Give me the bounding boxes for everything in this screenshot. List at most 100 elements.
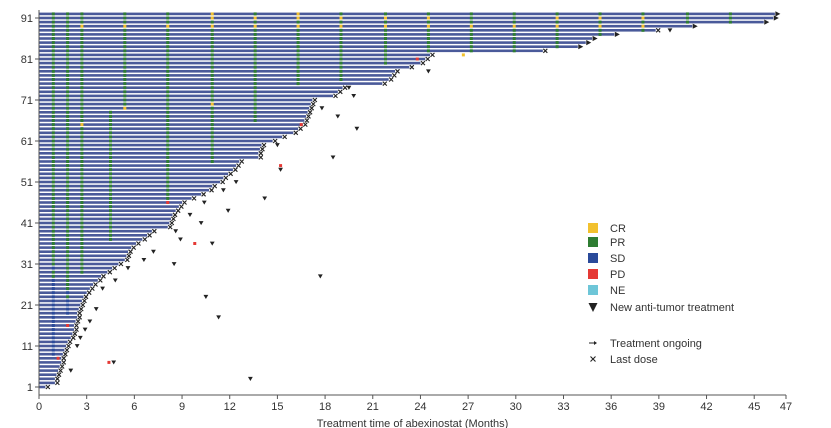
new-treatment-marker (667, 28, 673, 33)
response-marker (296, 24, 300, 28)
response-marker (51, 160, 55, 163)
response-marker (109, 196, 113, 200)
response-marker (51, 266, 55, 270)
response-marker (253, 98, 257, 102)
response-marker (469, 20, 473, 24)
new-treatment-marker (233, 180, 239, 185)
last-dose-marker (282, 134, 288, 140)
response-marker (80, 160, 84, 163)
response-marker (51, 352, 55, 356)
legend-label: PR (610, 237, 625, 249)
response-marker (66, 127, 70, 131)
response-marker (51, 20, 55, 24)
response-marker (66, 32, 70, 36)
patient-bar (39, 303, 81, 307)
response-marker (66, 196, 70, 200)
last-dose-marker (542, 48, 548, 54)
response-marker (51, 102, 55, 106)
response-marker (51, 299, 55, 303)
response-marker (383, 24, 387, 28)
response-marker (51, 270, 55, 274)
new-treatment-marker (201, 200, 207, 205)
response-marker (80, 266, 84, 270)
response-marker (51, 61, 55, 65)
response-marker (80, 196, 84, 200)
response-marker (339, 61, 343, 65)
response-marker (210, 127, 214, 131)
response-marker (123, 53, 127, 57)
last-dose-marker (64, 347, 70, 353)
last-dose-marker (151, 228, 157, 234)
response-marker (383, 53, 387, 57)
response-marker (80, 32, 84, 36)
response-marker (512, 16, 516, 20)
response-marker (109, 201, 113, 204)
response-marker (253, 102, 257, 106)
x-tick-label: 0 (36, 401, 42, 413)
response-marker (51, 41, 55, 45)
response-marker (51, 65, 55, 69)
response-marker (512, 45, 516, 49)
response-marker (80, 213, 84, 217)
patient-bar (39, 70, 396, 73)
legend-swatch (588, 285, 598, 295)
response-marker (66, 16, 70, 20)
last-dose-marker (201, 191, 207, 197)
response-marker (210, 119, 214, 122)
response-marker (66, 86, 70, 90)
y-tick-label: 21 (21, 300, 33, 312)
response-marker (51, 278, 55, 282)
last-dose-marker (45, 384, 51, 390)
response-marker (109, 221, 113, 225)
response-marker (253, 114, 257, 118)
response-marker (66, 61, 70, 65)
patient-bar (39, 270, 108, 274)
legend-arrow-head-icon (594, 341, 597, 345)
response-marker (66, 221, 70, 225)
response-marker (80, 250, 84, 254)
response-marker (469, 16, 473, 20)
response-marker (166, 49, 170, 53)
response-marker (80, 53, 84, 57)
response-marker (66, 250, 70, 254)
response-marker (469, 32, 473, 36)
patient-bar (39, 311, 78, 315)
ongoing-marker (773, 15, 779, 21)
response-marker (166, 94, 170, 98)
response-marker (51, 57, 55, 61)
response-marker (51, 143, 55, 147)
response-marker (166, 123, 170, 127)
response-marker (253, 106, 257, 110)
legend-item: SD (588, 253, 625, 265)
response-marker (166, 147, 170, 151)
response-marker (51, 291, 55, 295)
response-marker (109, 168, 113, 172)
response-marker (555, 12, 559, 16)
patient-bar (39, 86, 343, 89)
response-marker (339, 65, 343, 69)
response-marker (299, 123, 303, 127)
response-marker (339, 24, 343, 28)
response-marker (66, 20, 70, 24)
response-marker (166, 168, 170, 172)
patient-bar (39, 229, 152, 233)
response-marker (66, 57, 70, 61)
response-marker (279, 164, 283, 168)
response-marker (728, 12, 732, 16)
legend-label: CR (610, 223, 626, 235)
new-treatment-marker (111, 360, 117, 365)
response-marker (253, 41, 257, 45)
response-marker (109, 151, 113, 155)
response-marker (166, 201, 170, 204)
response-marker (210, 61, 214, 65)
patient-bar (39, 328, 74, 331)
response-marker (80, 172, 84, 176)
response-marker (80, 24, 84, 28)
legend-label: New anti-tumor treatment (610, 302, 734, 314)
response-marker (166, 98, 170, 102)
response-marker (685, 20, 689, 24)
response-marker (66, 311, 70, 315)
response-marker (109, 213, 113, 217)
response-marker (166, 61, 170, 65)
response-marker (66, 192, 70, 196)
